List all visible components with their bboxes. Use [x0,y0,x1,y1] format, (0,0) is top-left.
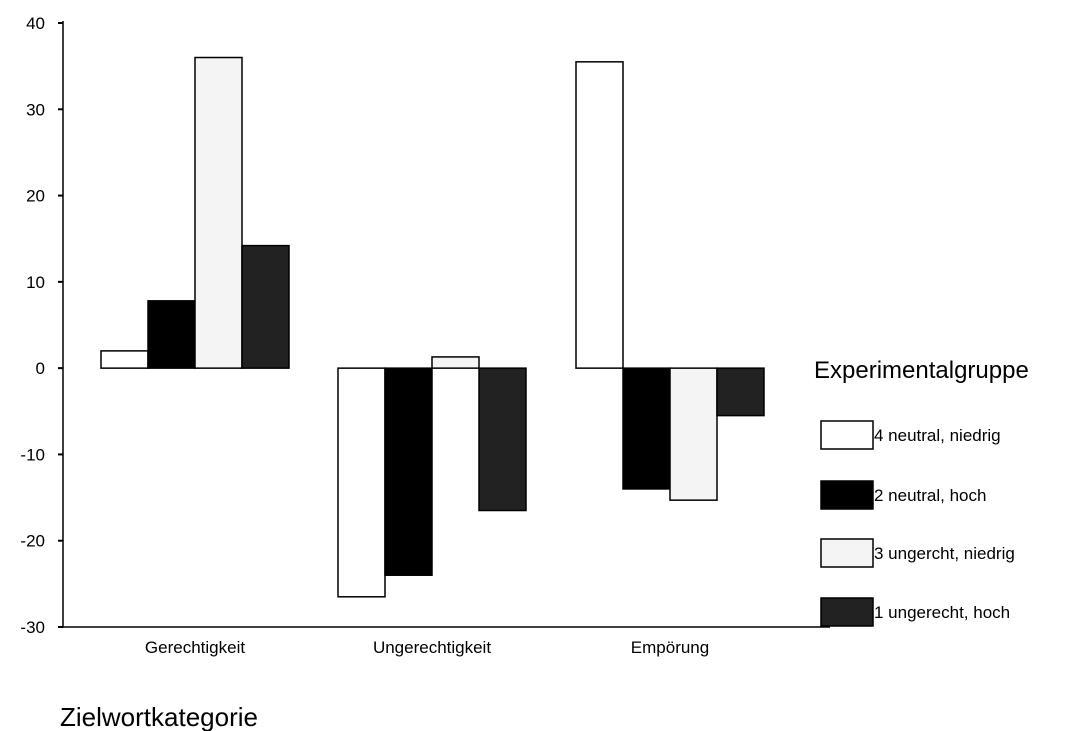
bar-4-1 [241,244,290,369]
legend-title: Experimentalgruppe [814,357,1029,384]
y-tick-label: 0 [36,359,45,378]
legend-swatch [820,597,874,627]
bar-1-3 [575,61,624,369]
bar-1-1 [100,350,149,369]
bar-4-2 [478,367,527,512]
legend-label: 3 ungercht, niedrig [874,544,1015,563]
x-tick-label: Ungerechtigkeit [373,638,491,657]
bar-4-3 [716,367,765,417]
y-tick-label: -10 [20,445,45,464]
y-tick-label: 20 [26,187,45,206]
y-tick-label: 40 [26,14,45,33]
y-tick-label: -20 [20,532,45,551]
bar-3-1 [194,56,243,369]
legend-swatch [820,538,874,568]
legend-label: 4 neutral, niedrig [874,426,1001,445]
x-tick-label: Empörung [631,638,709,657]
legend-swatch [820,480,874,510]
bar-3-3 [669,367,718,501]
legend-label: 2 neutral, hoch [874,486,986,505]
bar-2-1 [147,300,196,369]
bar-1-2 [337,367,386,598]
x-tick-label: Gerechtigkeit [145,638,245,657]
bar-3-2 [431,356,480,369]
legend-swatch [820,420,874,450]
bar-2-2 [384,367,433,576]
y-tick-label: -30 [20,618,45,637]
x-axis-title: Zielwortkategorie [60,702,258,731]
legend-label: 1 ungerecht, hoch [874,603,1010,622]
y-tick-label: 10 [26,273,45,292]
bar-2-3 [622,367,671,490]
y-tick-label: 30 [26,100,45,119]
